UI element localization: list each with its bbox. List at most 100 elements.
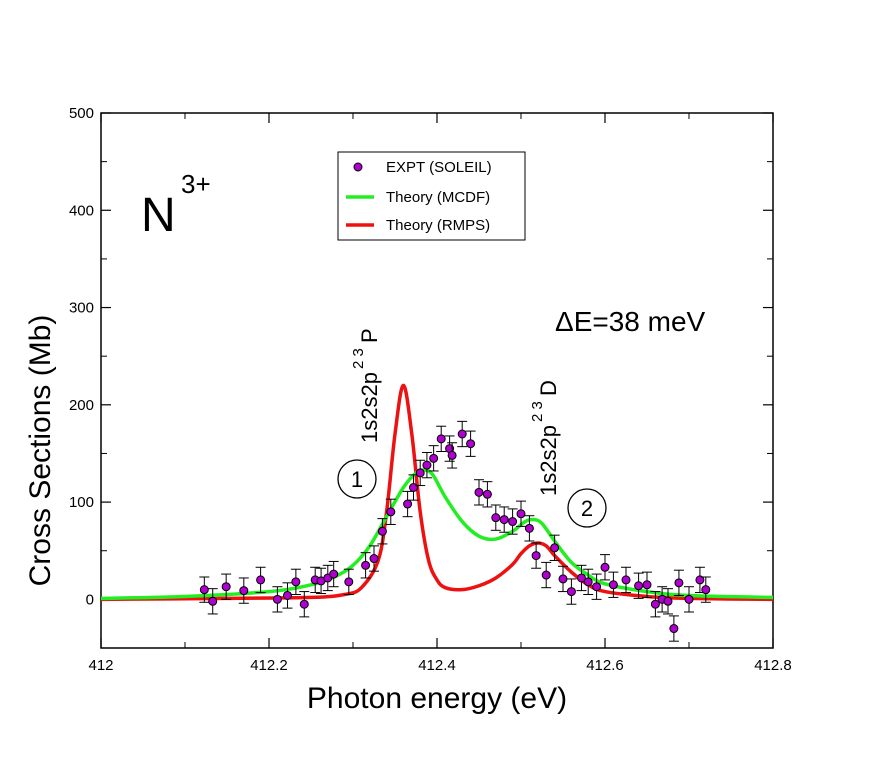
y-axis-title: Cross Sections (Mb) [24,315,57,587]
legend-marker-expt [353,162,363,172]
expt-marker [386,507,396,517]
expt-data-point [516,500,526,527]
peak1-term: P [357,328,382,343]
expt-marker [221,582,231,592]
expt-marker [642,580,652,590]
expt-data-point [299,591,310,618]
expt-marker [684,594,694,604]
expt-marker [550,543,560,553]
expt-data-point [621,566,631,594]
peak1-circle-marker [337,459,377,499]
expt-marker [674,578,684,588]
expt-data-point [549,534,560,561]
expt-marker [482,489,492,499]
expt-data-point [428,445,439,472]
theory-curves [101,383,773,602]
expt-marker [600,562,610,572]
expt-data-point [668,615,679,642]
expt-data-point [421,451,432,479]
expt-data-point [566,578,577,605]
expt-marker [239,586,249,596]
expt-marker [621,575,631,585]
expt-marker [208,596,218,606]
expt-marker [634,581,644,591]
axis-tick-labels: 412 412.2 412.4 412.6 412.8 0 100 200 300 400 500 [69,105,792,674]
legend-label-mcdf: Theory (MCDF) [386,189,490,206]
peak1-label: 1s2s2p 2 3 P [350,328,382,443]
y-tick-label: 0 [86,591,94,608]
expt-data-point [465,430,476,457]
expt-data-point [507,508,518,535]
expt-marker [695,575,705,585]
expt-data-point [369,545,379,572]
peak2-term: D [536,380,561,396]
expt-marker [508,517,518,527]
expt-data-point [402,490,413,518]
expt-marker [466,439,476,449]
y-tick-label: 100 [69,494,94,511]
peak2-config: 1s2s2p [536,425,561,496]
expt-data-point [531,542,542,569]
legend: EXPT (SOLEIL) Theory (MCDF) Theory (RMPS… [337,151,526,241]
expt-marker [701,585,711,595]
expt-data-point [328,560,339,588]
expt-data-point [650,591,661,618]
expt-marker [669,624,679,634]
expt-data-point [558,565,568,593]
expt-data-point [700,576,711,603]
x-tick-label: 412 [88,657,113,674]
experiment-points [199,420,711,642]
legend-label-rmps: Theory (RMPS) [386,217,490,234]
expt-data-point [447,442,458,469]
x-axis-title: Photon energy (eV) [307,682,567,715]
x-tick-label: 412.8 [754,657,792,674]
expt-data-point [415,459,426,487]
expt-marker [344,577,354,587]
expt-marker [531,551,541,561]
expt-data-point [576,564,587,592]
expt-data-point [663,588,673,615]
expt-marker [403,499,413,509]
rmps-theory-curve [101,383,773,602]
peak1-circle-number: 1 [351,467,363,492]
expt-marker [491,513,501,523]
peak1-config: 1s2s2p [357,372,382,443]
expt-marker [256,575,266,585]
expt-data-point [499,506,510,533]
delta-e-label: ΔE=38 meV [555,306,706,337]
expt-data-point [657,586,668,613]
expt-marker [583,577,593,587]
peak2-circle-marker [567,488,607,528]
expt-data-point [684,586,694,613]
expt-data-point [694,566,705,594]
expt-data-point [436,425,447,453]
peak2-label: 1s2s2p 2 3 D [529,380,561,496]
expt-marker [377,526,387,536]
expt-data-point [482,481,493,508]
expt-data-point [541,561,552,589]
expt-marker [474,487,484,497]
expt-marker [429,453,439,463]
expt-marker [524,523,534,533]
expt-marker [291,577,301,587]
expt-marker [447,450,457,460]
expt-marker [576,573,586,583]
expt-data-point [600,554,610,581]
expt-marker [329,569,339,579]
peak2-superscript: 2 3 [529,401,546,422]
expt-marker [422,460,432,470]
expt-data-point [377,518,388,545]
expt-data-point [360,552,371,579]
expt-data-point [490,504,501,531]
expt-marker [663,596,673,606]
y-tick-label: 500 [69,105,94,122]
expt-marker [436,434,446,444]
expt-marker [516,509,526,519]
expt-data-point [221,573,232,600]
expt-data-point [633,572,644,599]
expt-data-point [385,498,396,525]
expt-data-point [457,420,468,448]
ion-symbol: N [141,189,176,242]
